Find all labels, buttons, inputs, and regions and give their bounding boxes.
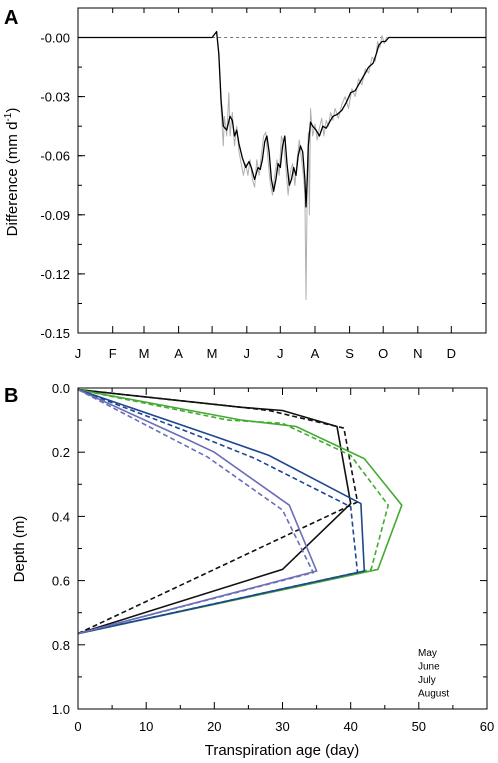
panel-b-series-may-dashed xyxy=(77,388,359,635)
panel-a-y-axis-title: Difference (mm d-1) xyxy=(3,108,21,237)
panel-b-series-august-dashed xyxy=(77,388,315,635)
panel-a-month-label: M xyxy=(139,346,150,361)
panel-b-plot: 0.0 0.2 0.4 0.6 0.8 1.0 0 10 20 30 40 50 60 May June… xyxy=(52,381,494,734)
panel-a-month-label: N xyxy=(413,346,422,361)
panel-a-y-title-main: Difference (mm d xyxy=(4,122,21,237)
panel-a-label: A xyxy=(4,7,18,29)
panel-a-month-label: M xyxy=(207,346,218,361)
panel-b-y-tick-label: 0.2 xyxy=(52,445,70,460)
panel-b-x-tick-label: 20 xyxy=(207,719,221,734)
panel-a-y-tick-label: -0.15 xyxy=(40,326,70,341)
panel-a-month-label: J xyxy=(277,346,284,361)
panel-a-y-tick-label: -0.00 xyxy=(40,31,70,46)
panel-a-y-tick-label: -0.03 xyxy=(40,90,70,105)
panel-b-series-june-dashed xyxy=(77,388,390,635)
panel-b-label: B xyxy=(4,385,18,407)
panel-a-y-tick-label: -0.09 xyxy=(40,208,70,223)
panel-a-month-label: D xyxy=(447,346,456,361)
panel-a-month-label: A xyxy=(311,346,320,361)
panel-b-x-tick-label: 50 xyxy=(412,719,426,734)
panel-b-x-tick-label: 10 xyxy=(139,719,153,734)
panel-a-y-tick-label: -0.12 xyxy=(40,267,70,282)
panel-a-month-label: J xyxy=(75,346,82,361)
panel-a-plot: -0.00 -0.03 -0.06 -0.09 -0.12 -0.15 J F M A M J J A S… xyxy=(40,7,487,361)
panel-b-y-axis: 0.0 0.2 0.4 0.6 0.8 1.0 xyxy=(52,381,487,717)
panel-b-legend-july: July xyxy=(418,675,436,686)
panel-b-series-august-solid xyxy=(77,388,318,635)
panel-b-x-axis: 0 10 20 30 40 50 60 xyxy=(74,388,494,734)
panel-a-month-label: J xyxy=(244,346,251,361)
panel-b-x-tick-label: 40 xyxy=(343,719,357,734)
panel-b-legend-august: August xyxy=(418,689,449,700)
panel-a-smoothed-series xyxy=(78,30,486,208)
panel-b-x-tick-label: 0 xyxy=(74,719,81,734)
panel-a-daily-line xyxy=(211,31,389,300)
panel-a-smoothed-line xyxy=(78,30,486,208)
panel-a-frame xyxy=(77,7,487,334)
panel-b-series-july-solid xyxy=(77,388,366,635)
panel-b-y-tick-label: 1.0 xyxy=(52,702,70,717)
panel-b-series-july-dashed xyxy=(77,388,359,635)
panel-a-month-label: A xyxy=(174,346,183,361)
panel-b-y-tick-label: 0.0 xyxy=(52,381,70,396)
panel-b-x-tick-label: 30 xyxy=(275,719,289,734)
panel-a-y-tick-label: -0.06 xyxy=(40,149,70,164)
panel-b-y-tick-label: 0.8 xyxy=(52,638,70,653)
panel-a: A -0.00 -0.03 -0.06 -0.09 -0.12 -0.15 J F M A M J J… xyxy=(3,7,487,361)
panel-a-month-label: O xyxy=(378,346,388,361)
panel-b-series-lines xyxy=(77,388,403,635)
panel-b-x-tick-label: 60 xyxy=(480,719,494,734)
panel-a-daily-series xyxy=(211,31,389,300)
panel-b-x-axis-title: Transpiration age (day) xyxy=(205,742,360,759)
panel-b-legend: May June July August xyxy=(418,648,449,700)
panel-b: B 0.0 0.2 0.4 0.6 0.8 1.0 0 10 20 30 40 50 60 May Ju… xyxy=(4,381,494,759)
panel-a-month-label: S xyxy=(345,346,354,361)
panel-a-month-label: F xyxy=(109,346,117,361)
panel-a-y-title-close: ) xyxy=(4,108,21,113)
panel-b-legend-may: May xyxy=(418,648,437,659)
panel-b-y-tick-label: 0.4 xyxy=(52,509,70,524)
panel-b-y-tick-label: 0.6 xyxy=(52,574,70,589)
panel-a-y-title-sup: -1 xyxy=(3,112,14,121)
panel-b-legend-june: June xyxy=(418,662,440,673)
panel-b-series-june-solid xyxy=(77,388,403,635)
panel-b-y-axis-title: Depth (m) xyxy=(11,516,28,583)
panel-a-y-axis: -0.00 -0.03 -0.06 -0.09 -0.12 -0.15 xyxy=(40,7,486,341)
